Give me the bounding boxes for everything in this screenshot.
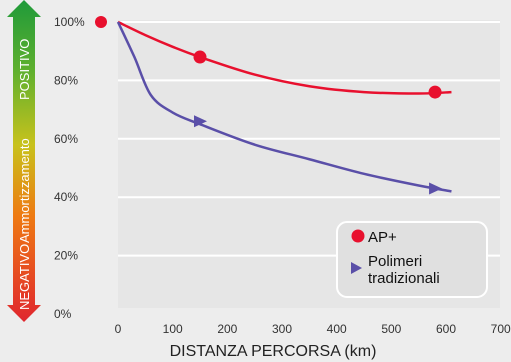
y-tick-0: 0%: [54, 307, 72, 321]
series-lines: [116, 20, 452, 193]
x-tick-0: 0: [115, 322, 122, 336]
legend: AP+ Polimeri tradizionali: [336, 221, 488, 298]
y-tick-labels: 0% 20% 40% 60% 80% 100%: [54, 15, 85, 321]
x-tick-500: 500: [381, 322, 401, 336]
legend-label-polimeri: Polimeri tradizionali: [368, 253, 440, 287]
side-label-positive: POSITIVO: [17, 39, 32, 100]
legend-marker-polimeri: [351, 262, 362, 274]
x-tick-200: 200: [217, 322, 237, 336]
y-tick-80: 80%: [54, 73, 78, 87]
x-tick-400: 400: [327, 322, 347, 336]
sentiment-arrow-shape: [7, 0, 41, 322]
x-tick-labels: 0 100 200 300 400 500 600 700: [115, 322, 511, 336]
side-label-negative: NEGATIVO: [17, 244, 32, 310]
legend-label-line-0: Polimeri: [368, 253, 422, 270]
marker-polimeri-tradizionali-1: [429, 182, 443, 195]
x-tick-100: 100: [163, 322, 183, 336]
legend-marker-ap-plus: [351, 229, 365, 243]
series-markers: [95, 16, 443, 195]
y-tick-40: 40%: [54, 190, 78, 204]
x-tick-300: 300: [272, 322, 292, 336]
legend-label-ap-plus: AP+: [368, 229, 397, 246]
x-axis-label: DISTANZA PERCORSA (km): [170, 343, 377, 360]
x-tick-700: 700: [491, 322, 511, 336]
sentiment-arrow-bar: NEGATIVO Ammortizzamento POSITIVO: [7, 0, 41, 322]
series-line-ap-plus: [117, 20, 452, 95]
y-tick-20: 20%: [54, 249, 78, 263]
marker-polimeri-tradizionali-0: [194, 115, 207, 128]
legend-label-line-1: tradizionali: [368, 270, 440, 287]
y-tick-60: 60%: [54, 132, 78, 146]
outlier-point: [95, 16, 107, 28]
legend-box: [336, 221, 488, 298]
marker-ap-plus-1: [428, 85, 442, 99]
x-tick-600: 600: [436, 322, 456, 336]
y-tick-100: 100%: [54, 15, 85, 29]
series-line-polimeri-tradizionali: [116, 21, 452, 193]
marker-ap-plus-0: [193, 50, 207, 64]
side-label-middle: Ammortizzamento: [17, 138, 32, 243]
